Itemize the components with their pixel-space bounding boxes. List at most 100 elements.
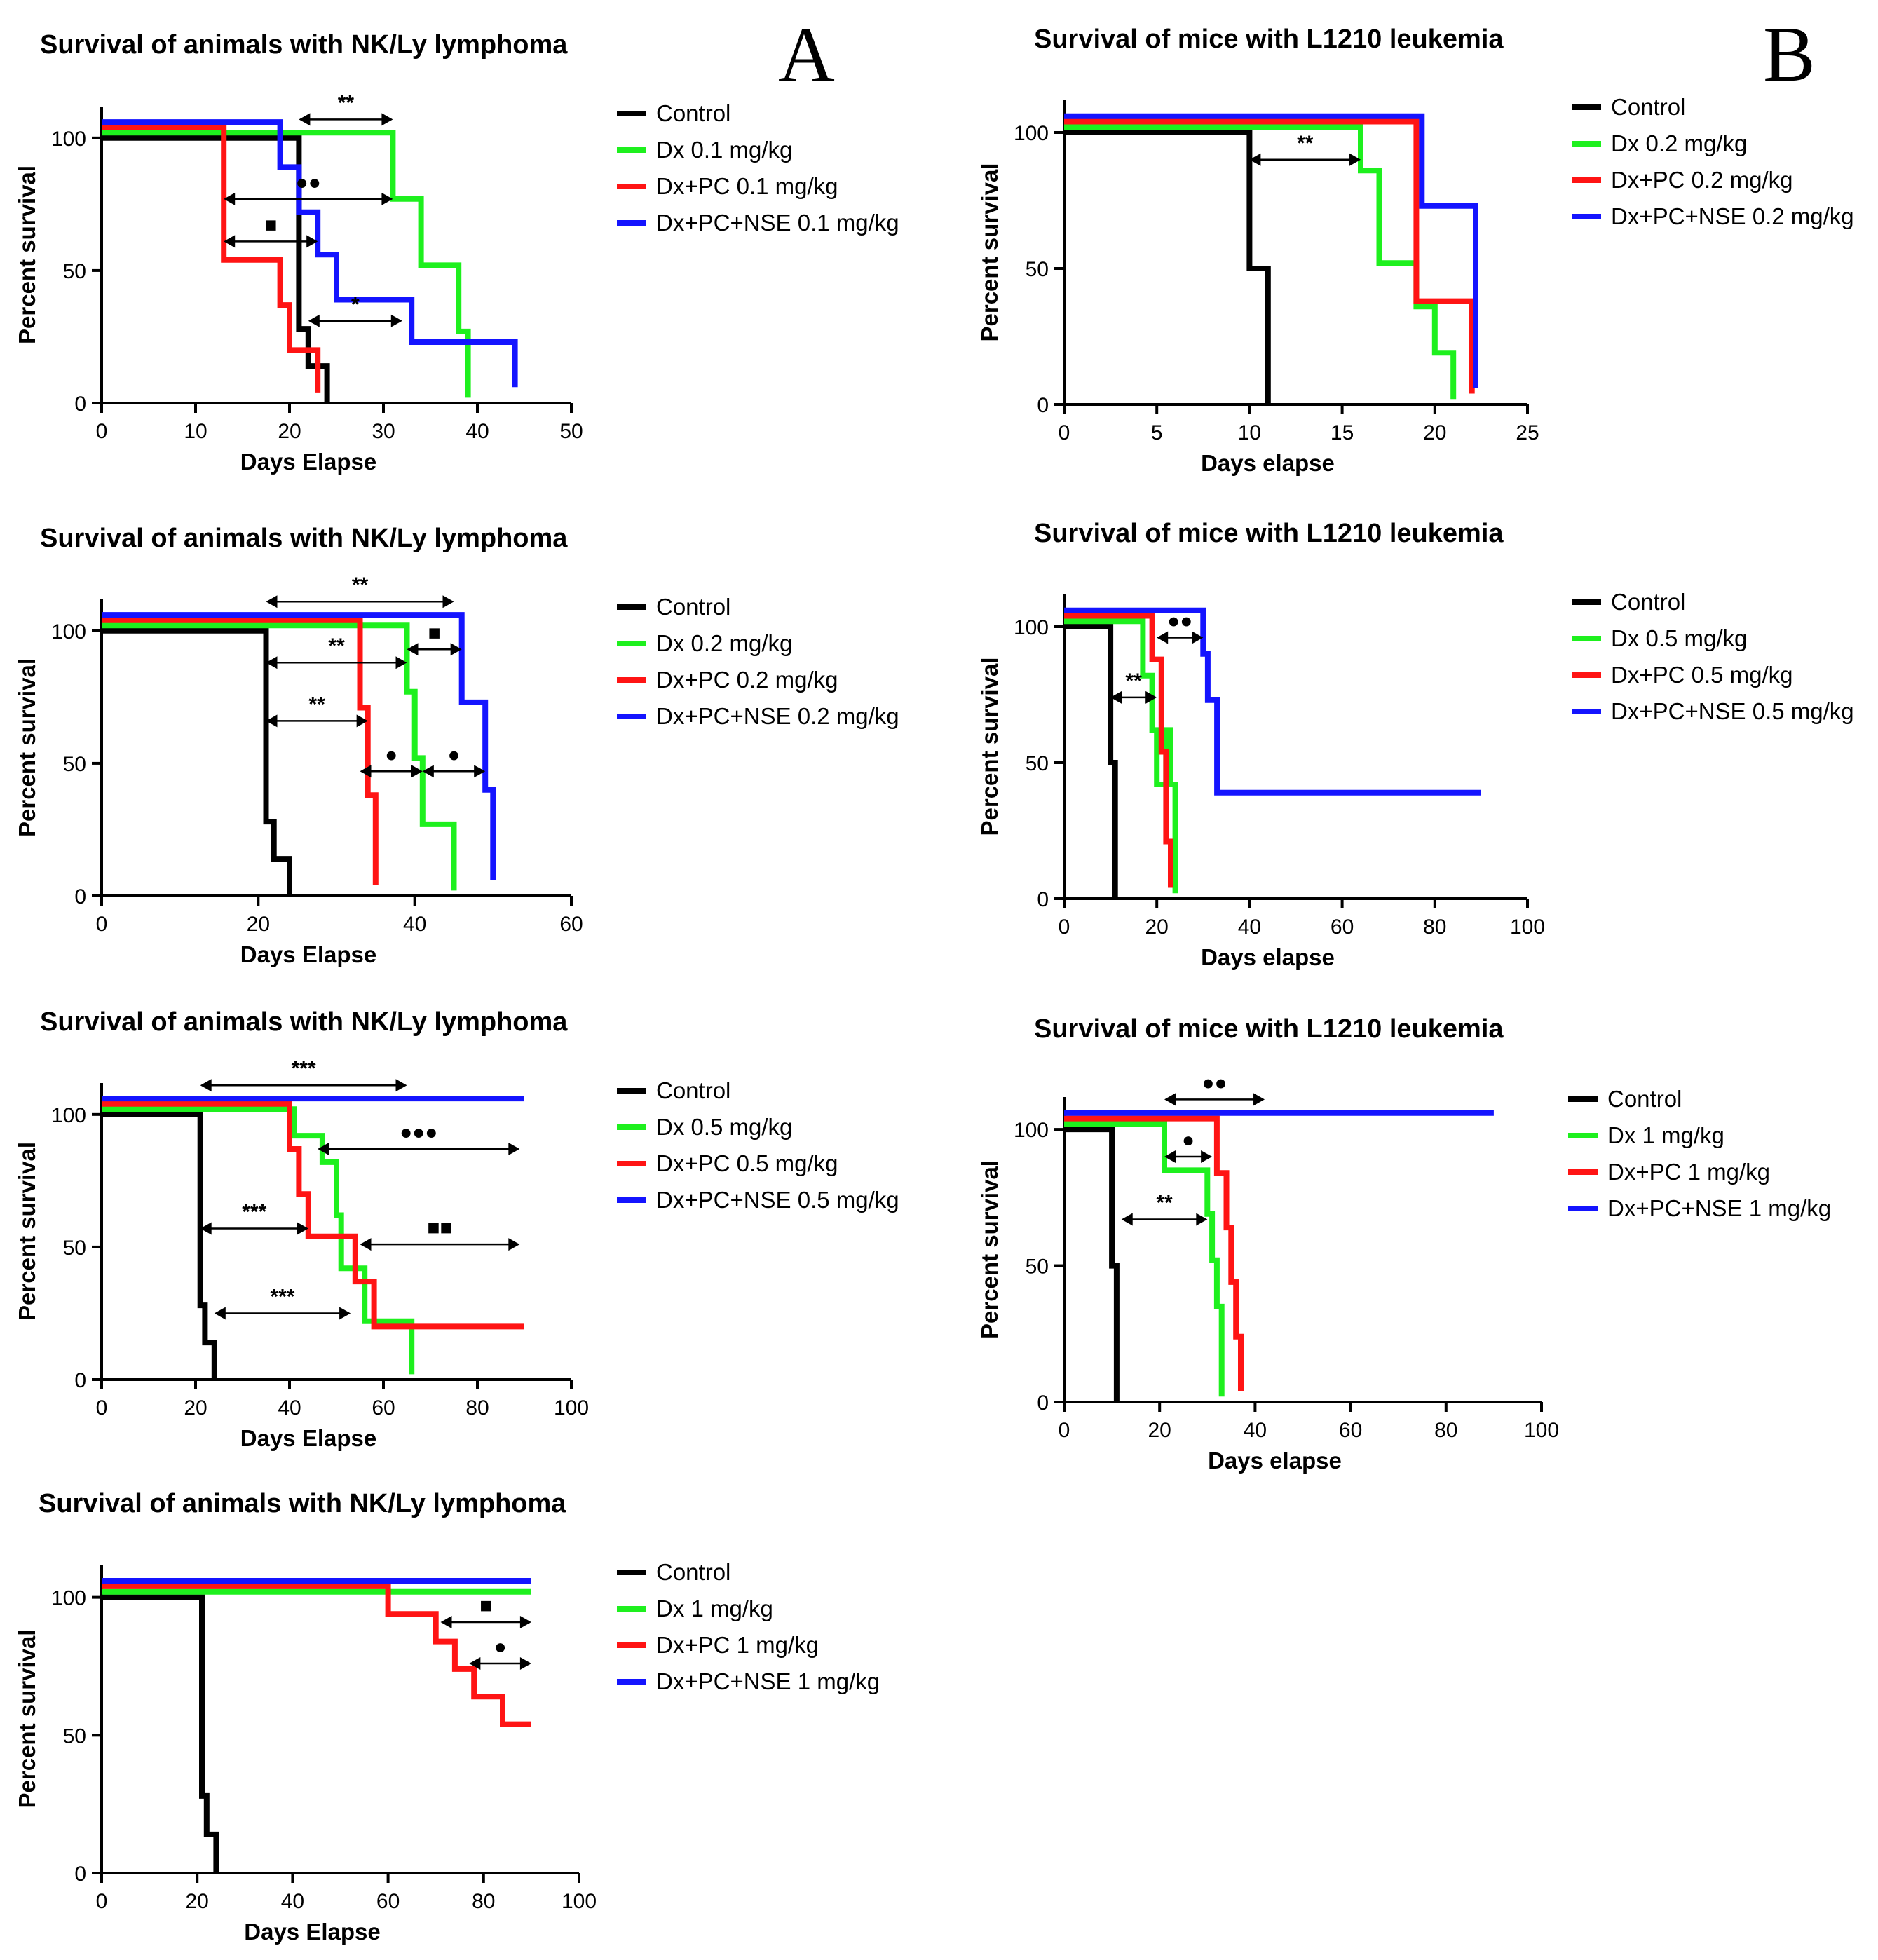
significance-label: **: [308, 693, 325, 716]
significance-arrow: ***: [200, 1200, 308, 1235]
legend-item: Control: [1572, 94, 1685, 120]
chart-title: Survival of mice with L1210 leukemia: [1034, 519, 1504, 548]
arrow-head-right: [1253, 1093, 1265, 1106]
significance-label: ■■: [427, 1216, 452, 1239]
y-tick-label: 100: [51, 1104, 86, 1127]
significance-arrow: ●●●: [318, 1121, 520, 1155]
legend-item: Dx 1 mg/kg: [1568, 1122, 1724, 1148]
x-tick-label: 0: [1059, 1419, 1070, 1442]
x-tick-label: 20: [1148, 1419, 1171, 1442]
legend-item: Dx+PC+NSE 0.5 mg/kg: [617, 1187, 899, 1213]
series-line-dx-pc: [102, 124, 321, 393]
arrow-head-right: [381, 113, 393, 126]
arrow-head-left: [422, 765, 434, 778]
arrow-head-right: [1192, 631, 1204, 644]
arrow-head-left: [299, 113, 311, 126]
y-tick-label: 0: [74, 393, 86, 416]
significance-label: ■: [479, 1594, 492, 1617]
series-line-dx-pc: [1064, 613, 1173, 888]
y-tick-label: 0: [74, 885, 86, 908]
x-tick-label: 100: [562, 1890, 597, 1913]
significance-arrow: ●: [1164, 1129, 1213, 1163]
significance-label: ■: [264, 213, 277, 236]
x-tick-label: 80: [1423, 916, 1446, 939]
significance-label: ●: [1182, 1129, 1195, 1152]
x-tick-label: 0: [96, 1890, 108, 1913]
significance-label: **: [352, 573, 369, 597]
x-tick-label: 30: [372, 420, 395, 443]
significance-arrow: ●: [360, 743, 423, 778]
x-axis-label: Days Elapse: [244, 1919, 380, 1945]
legend-label: Dx+PC+NSE 0.2 mg/kg: [656, 703, 899, 729]
series-line-dx-pc: [1064, 1115, 1244, 1391]
significance-label: ●: [385, 743, 397, 766]
y-tick-label: 100: [1014, 122, 1049, 145]
series-line-control: [102, 627, 292, 896]
legend-label: Control: [1611, 589, 1685, 615]
significance-arrow: ■: [407, 621, 462, 656]
legend-item: Dx+PC 0.5 mg/kg: [617, 1150, 838, 1176]
significance-label: **: [1297, 132, 1314, 155]
x-tick-label: 60: [1331, 916, 1354, 939]
series-line-control: [102, 1594, 219, 1873]
arrow-head-left: [200, 1079, 212, 1092]
chart-title: Survival of animals with NK/Ly lymphoma: [40, 524, 568, 553]
significance-arrow: ●●: [1164, 1071, 1265, 1106]
y-tick-label: 50: [1026, 1255, 1049, 1279]
significance-arrow: ■: [440, 1594, 531, 1629]
y-tick-label: 50: [1026, 752, 1049, 775]
series-line-dx-pc: [102, 1583, 531, 1727]
significance-arrow: ●: [422, 743, 486, 778]
series-line-dx-pc: [102, 1101, 524, 1330]
y-tick-label: 100: [1014, 616, 1049, 639]
significance-arrow: ***: [214, 1285, 351, 1320]
arrow-head-right: [442, 595, 454, 608]
significance-label: ●●●: [400, 1121, 437, 1144]
y-axis-label: Percent survival: [977, 1160, 1002, 1339]
legend-item: Dx 0.5 mg/kg: [1572, 625, 1747, 651]
series-line-control: [1064, 1127, 1120, 1402]
legend-label: Dx 1 mg/kg: [656, 1595, 773, 1621]
x-tick-label: 100: [554, 1396, 589, 1420]
arrow-head-left: [266, 656, 278, 669]
arrow-head-left: [1121, 1213, 1133, 1226]
significance-arrow: **: [1249, 132, 1361, 166]
x-tick-label: 40: [465, 420, 489, 443]
legend-label: Dx+PC+NSE 0.2 mg/kg: [1611, 203, 1854, 229]
arrow-head-left: [224, 192, 236, 205]
arrow-head-right: [356, 714, 368, 728]
arrow-head-right: [1145, 690, 1157, 704]
legend-label: Control: [656, 1559, 730, 1585]
significance-arrow: ***: [200, 1057, 407, 1092]
arrow-head-left: [360, 1238, 372, 1251]
y-axis-label: Percent survival: [14, 658, 40, 837]
significance-arrow: **: [266, 573, 454, 608]
x-tick-label: 100: [1510, 916, 1545, 939]
y-tick-label: 0: [1037, 888, 1049, 911]
legend-label: Control: [656, 100, 730, 126]
x-axis-label: Days elapse: [1201, 450, 1335, 476]
legend-item: Dx 0.1 mg/kg: [617, 137, 792, 163]
chart-title: Survival of mice with L1210 leukemia: [1034, 1014, 1504, 1044]
series-line-dx: [1064, 1121, 1225, 1397]
legend-label: Dx+PC 1 mg/kg: [656, 1632, 819, 1658]
chart-a4: Survival of animals with NK/Ly lymphoma 0…: [14, 1489, 880, 1945]
arrow-head-left: [1164, 1093, 1176, 1106]
significance-label: ***: [270, 1285, 294, 1308]
series-line-dx-pc-nse: [1064, 113, 1478, 388]
legend-label: Dx 0.2 mg/kg: [1611, 130, 1747, 156]
panel-label-a: A: [778, 11, 835, 98]
legend-item: Control: [617, 1559, 730, 1585]
chart-title: Survival of animals with NK/Ly lymphoma: [39, 1489, 566, 1518]
arrow-head-right: [395, 656, 407, 669]
chart-a3: Survival of animals with NK/Ly lymphoma 0…: [14, 1007, 899, 1451]
y-tick-label: 50: [1026, 258, 1049, 281]
arrow-head-right: [390, 314, 402, 327]
significance-arrow: **: [1121, 1191, 1208, 1226]
x-tick-label: 0: [1059, 421, 1070, 444]
arrow-head-left: [1157, 631, 1169, 644]
arrow-head-left: [318, 1142, 329, 1155]
legend-label: Dx+PC 0.2 mg/kg: [1611, 167, 1793, 193]
arrow-head-right: [450, 643, 462, 656]
